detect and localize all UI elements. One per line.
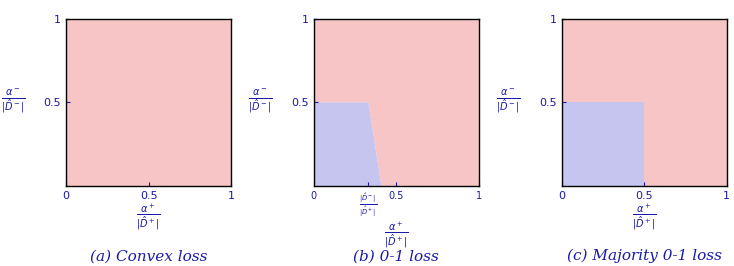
X-axis label: $\frac{\alpha^+}{|\hat{D}^+|}$: $\frac{\alpha^+}{|\hat{D}^+|}$ [384,221,409,250]
Y-axis label: $\frac{\alpha^-}{|\hat{D}^-|}$: $\frac{\alpha^-}{|\hat{D}^-|}$ [248,88,273,117]
Polygon shape [66,19,231,186]
Text: (a) Convex loss: (a) Convex loss [90,249,208,263]
Polygon shape [562,102,644,186]
Polygon shape [313,102,382,186]
Polygon shape [562,19,727,186]
Text: (b) 0-1 loss: (b) 0-1 loss [354,249,439,263]
Polygon shape [313,19,479,186]
X-axis label: $\frac{\alpha^+}{|\hat{D}^+|}$: $\frac{\alpha^+}{|\hat{D}^+|}$ [632,202,656,232]
Y-axis label: $\frac{\alpha^-}{|\hat{D}^-|}$: $\frac{\alpha^-}{|\hat{D}^-|}$ [1,88,26,117]
Text: (c) Majority 0-1 loss: (c) Majority 0-1 loss [567,249,722,263]
X-axis label: $\frac{\alpha^+}{|\hat{D}^+|}$: $\frac{\alpha^+}{|\hat{D}^+|}$ [137,202,161,232]
Y-axis label: $\frac{\alpha^-}{|\hat{D}^-|}$: $\frac{\alpha^-}{|\hat{D}^-|}$ [496,88,521,117]
